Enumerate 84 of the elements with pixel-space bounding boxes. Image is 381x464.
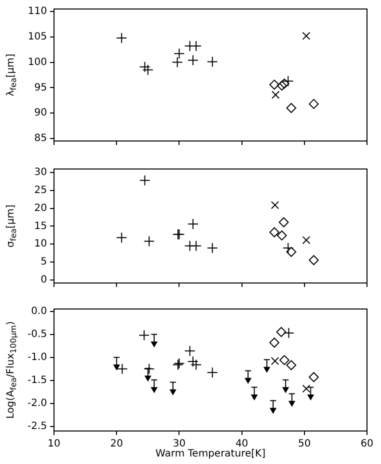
point (276, 327, 286, 338)
point (142, 64, 154, 76)
point (174, 48, 185, 60)
y-tick-label: 10 (34, 238, 47, 250)
y-tick-label: -1.5 (27, 374, 47, 386)
point (302, 236, 310, 244)
point (172, 56, 183, 68)
point (151, 342, 158, 348)
point (308, 98, 319, 109)
x-tick-label: 50 (298, 438, 311, 450)
point (251, 394, 258, 400)
point (286, 246, 296, 257)
y-tick-label: 110 (28, 6, 47, 18)
point (286, 103, 296, 113)
point (187, 356, 198, 367)
point (264, 366, 270, 372)
point (270, 408, 276, 414)
point (276, 80, 287, 91)
point (308, 394, 314, 400)
y-tick-label: 0.0 (31, 306, 47, 317)
y-tick-label: 25 (34, 185, 47, 196)
point (270, 356, 280, 366)
y-tick-label: -0.5 (27, 328, 47, 340)
x-tick-label: 20 (110, 438, 123, 450)
point (184, 345, 196, 356)
point (190, 240, 202, 252)
y-tick-label: 90 (34, 108, 47, 119)
point (114, 364, 120, 370)
point (283, 327, 294, 338)
point (288, 400, 295, 406)
point (286, 360, 296, 370)
y-axis-title: λfea[μm] (6, 54, 18, 96)
point (269, 338, 280, 348)
point (269, 80, 280, 90)
point (244, 378, 252, 384)
point (116, 232, 128, 244)
point (138, 330, 150, 341)
y-tick-label: 20 (34, 202, 47, 214)
point (279, 78, 290, 89)
point (308, 372, 319, 382)
point (151, 387, 158, 393)
x-tick-label: 30 (172, 438, 186, 450)
point (187, 54, 198, 66)
point (279, 355, 290, 366)
y-tick-label: 100 (28, 56, 47, 68)
point (187, 218, 198, 230)
y-tick-label: -2.0 (27, 398, 47, 409)
x-tick-label: 60 (360, 438, 374, 450)
y-tick-label: 85 (34, 133, 47, 144)
point (206, 242, 218, 254)
point (206, 56, 218, 68)
y-axis-title: σfea[μm] (6, 204, 18, 248)
point (190, 359, 202, 370)
point (144, 236, 155, 247)
y-tick-label: 0 (40, 274, 47, 286)
point (269, 227, 280, 238)
point (206, 367, 218, 378)
point (270, 201, 280, 210)
y-tick-label: -2.5 (27, 420, 47, 432)
point (272, 90, 280, 99)
y-tick-label: 30 (34, 167, 47, 178)
point (170, 389, 176, 395)
point (282, 76, 294, 87)
point (276, 230, 287, 240)
point (139, 174, 150, 186)
y-tick-label: 105 (28, 32, 47, 43)
point (282, 387, 289, 393)
x-tick-label: 10 (48, 438, 60, 450)
y-tick-label: 15 (34, 220, 47, 232)
point (302, 32, 310, 40)
point (144, 363, 155, 374)
point (278, 217, 289, 228)
x-tick-label: 40 (235, 438, 248, 450)
y-axis-title: Log(Afea/Flux100μm) (6, 321, 18, 419)
point (282, 242, 294, 254)
point (144, 376, 151, 382)
point (139, 61, 150, 72)
point (116, 32, 128, 44)
point (308, 255, 319, 266)
point (302, 384, 310, 393)
x-axis-title: Warm Temperature[K] (156, 448, 266, 460)
y-tick-label: 95 (34, 82, 47, 94)
y-tick-label: 5 (40, 256, 47, 268)
y-tick-label: -1.0 (27, 352, 47, 363)
